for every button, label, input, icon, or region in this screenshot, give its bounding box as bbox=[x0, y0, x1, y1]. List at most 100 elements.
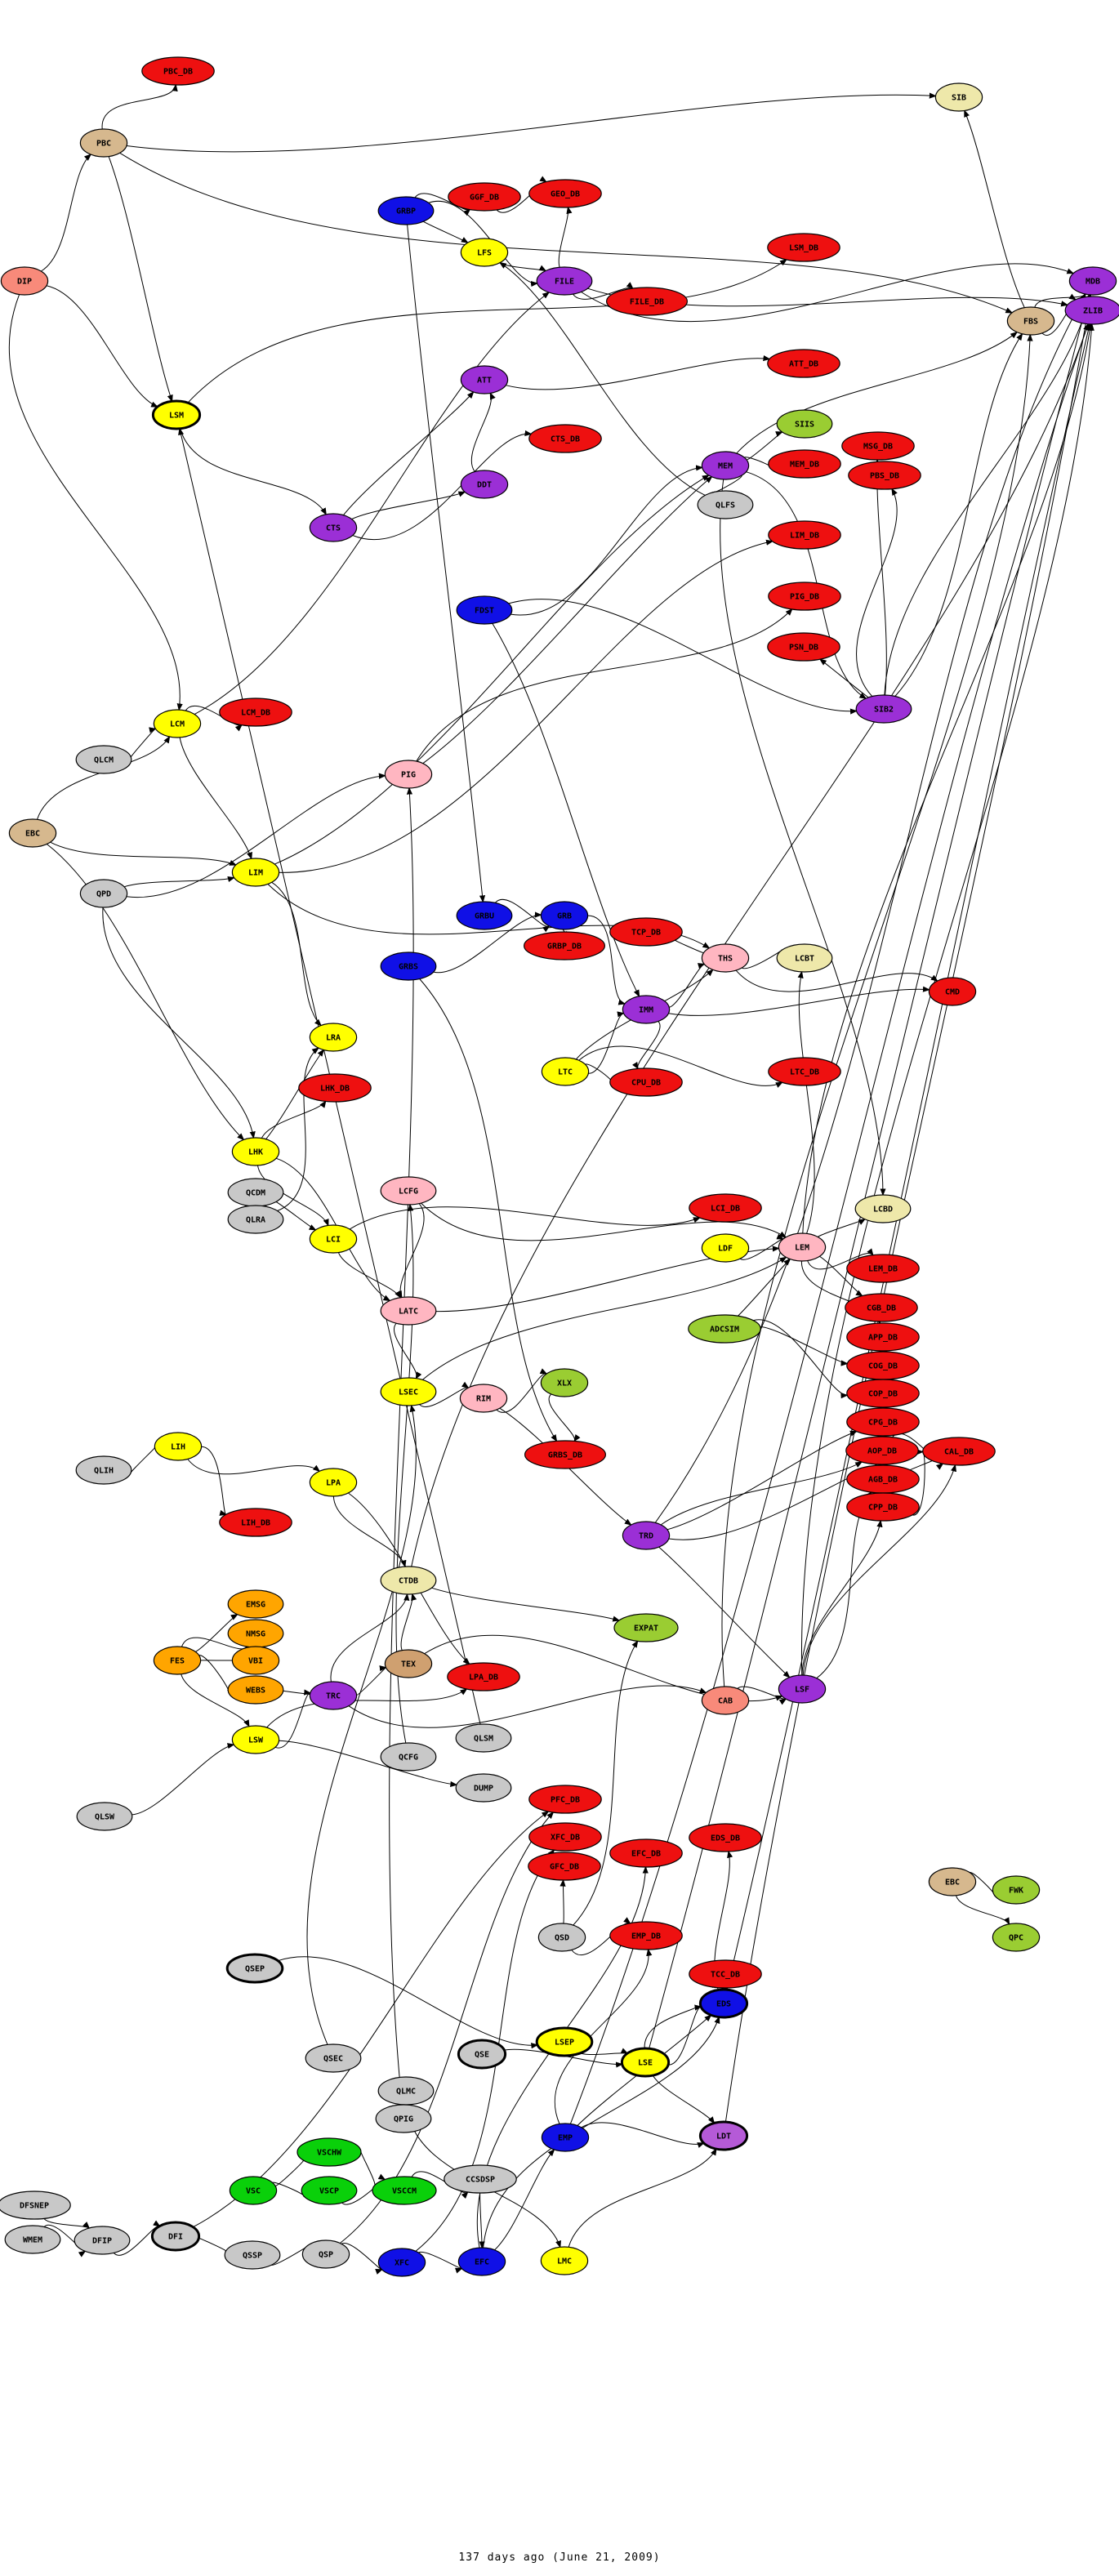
node-ellipse bbox=[309, 1681, 358, 1710]
node-label: TCP_DB bbox=[631, 929, 661, 938]
node-label: PSN_DB bbox=[789, 644, 818, 653]
node-label: CPG_DB bbox=[868, 1419, 898, 1428]
graph-edge-imm-cmd bbox=[668, 986, 930, 1016]
graph-node-lsf: LSF bbox=[778, 1674, 827, 1704]
graph-edge-fes-emsg bbox=[195, 1614, 239, 1652]
node-ellipse bbox=[309, 1468, 358, 1497]
node-label: TRC bbox=[326, 1692, 341, 1701]
graph-node-lem_db: LEM_DB bbox=[846, 1254, 920, 1283]
node-label: QLRA bbox=[246, 1216, 265, 1225]
graph-edge-adcsim-lem bbox=[738, 1258, 791, 1317]
node-ellipse bbox=[701, 1686, 750, 1715]
graph-node-ldt: LDT bbox=[698, 2120, 749, 2151]
graph-node-lim_db: LIM_DB bbox=[768, 520, 841, 550]
node-label: LHK bbox=[248, 1148, 263, 1157]
node-ellipse bbox=[620, 2047, 671, 2078]
node-label: PBC bbox=[96, 140, 111, 149]
node-label: LCBD bbox=[873, 1206, 893, 1214]
node-label: EDS bbox=[716, 2000, 731, 2009]
node-ellipse bbox=[153, 709, 202, 738]
node-ellipse bbox=[778, 1674, 827, 1704]
node-label: APP_DB bbox=[868, 1334, 898, 1343]
node-ellipse bbox=[219, 697, 292, 727]
node-ellipse bbox=[846, 1407, 920, 1437]
graph-edge-lsec-rim bbox=[419, 1381, 470, 1407]
graph-node-cts: CTS bbox=[309, 513, 358, 542]
graph-edge-lsec-lem bbox=[421, 1256, 787, 1380]
graph-edge-fdst-imm bbox=[492, 623, 640, 997]
node-label: GRBP_DB bbox=[547, 943, 582, 952]
graph-edge-pig-mem bbox=[422, 475, 713, 764]
graph-edge-dip-lcm bbox=[8, 294, 183, 711]
node-label: QSD bbox=[555, 1934, 569, 1943]
graph-node-lci_db: LCI_DB bbox=[689, 1193, 762, 1223]
graph-edge-trd-lsf bbox=[658, 1546, 791, 1678]
graph-edge-qcdm-lci bbox=[275, 1201, 317, 1231]
node-label: LCFG bbox=[399, 1188, 418, 1197]
node-label: ATT_DB bbox=[789, 360, 818, 369]
graph-node-cmd: CMD bbox=[928, 977, 977, 1006]
graph-edge-ths-cmd bbox=[735, 969, 938, 992]
node-label: SIIS bbox=[795, 421, 814, 430]
node-label: DIP bbox=[17, 278, 32, 287]
graph-node-lim: LIM bbox=[231, 858, 280, 887]
node-ellipse bbox=[444, 2164, 517, 2194]
graph-edge-trc-tex bbox=[356, 1665, 387, 1696]
graph-node-sib2: SIB2 bbox=[855, 694, 912, 724]
node-label: LTC_DB bbox=[790, 1068, 819, 1077]
node-label: LIH bbox=[171, 1443, 185, 1452]
graph-node-qpc: QPC bbox=[992, 1923, 1041, 1952]
node-ellipse bbox=[528, 424, 602, 453]
graph-node-expat: EXPAT bbox=[613, 1613, 679, 1642]
node-label: QSP bbox=[319, 2251, 333, 2260]
graph-node-cop_db: COP_DB bbox=[846, 1379, 920, 1408]
graph-node-lhk_db: LHK_DB bbox=[298, 1073, 372, 1103]
node-ellipse bbox=[767, 233, 840, 262]
node-label: EDS_DB bbox=[711, 1834, 740, 1843]
graph-node-ctdb: CTDB bbox=[380, 1566, 437, 1595]
graph-edges bbox=[8, 83, 1094, 2275]
node-label: GRBP bbox=[396, 207, 416, 216]
node-ellipse bbox=[776, 943, 833, 973]
graph-node-grbu: GRBU bbox=[456, 901, 513, 930]
node-ellipse bbox=[456, 595, 513, 625]
graph-node-lpa: LPA bbox=[309, 1468, 358, 1497]
node-label: DUMP bbox=[474, 1785, 493, 1794]
node-ellipse bbox=[457, 2247, 506, 2276]
node-ellipse bbox=[540, 1368, 589, 1397]
graph-edge-dfi-pfc_db bbox=[193, 1811, 550, 2228]
graph-node-lcm: LCM bbox=[153, 709, 202, 738]
node-ellipse bbox=[697, 490, 754, 519]
graph-node-pfc_db: PFC_DB bbox=[528, 1785, 602, 1814]
node-label: CMD bbox=[945, 988, 960, 997]
node-label: CGB_DB bbox=[867, 1304, 896, 1313]
graph-edge-qlfs-lfs bbox=[498, 261, 706, 496]
graph-edge-qsec-lsec bbox=[306, 1404, 417, 2045]
graph-node-grbp_db: GRBP_DB bbox=[523, 931, 605, 960]
node-ellipse bbox=[229, 2176, 278, 2205]
graph-edge-webs-trc bbox=[283, 1690, 317, 1698]
graph-edge-emp-zlib bbox=[569, 323, 1090, 2124]
graph-edge-lih-lih_db bbox=[201, 1446, 228, 1516]
node-ellipse bbox=[0, 2190, 71, 2220]
node-ellipse bbox=[456, 901, 513, 930]
node-label: EBC bbox=[25, 830, 40, 839]
graph-edge-trc-ctdb bbox=[330, 1593, 410, 1682]
graph-node-mdb: MDB bbox=[1068, 266, 1117, 296]
graph-edge-vsc-vschw bbox=[274, 2155, 310, 2186]
node-label: VBI bbox=[248, 1657, 263, 1666]
node-label: PIG_DB bbox=[790, 593, 819, 602]
graph-edge-lsm-lsm_db bbox=[187, 259, 787, 403]
node-ellipse bbox=[541, 2123, 590, 2152]
graph-node-dfip: DFIP bbox=[74, 2226, 131, 2255]
graph-edge-mem-sib2 bbox=[746, 471, 867, 699]
node-ellipse bbox=[309, 1023, 358, 1052]
node-ellipse bbox=[609, 917, 683, 947]
node-ellipse bbox=[528, 1785, 602, 1814]
node-label: QPC bbox=[1009, 1934, 1023, 1943]
node-label: GRBU bbox=[475, 912, 494, 921]
node-label: CPP_DB bbox=[868, 1504, 898, 1513]
node-label: PFC_DB bbox=[551, 1796, 580, 1805]
node-ellipse bbox=[609, 1067, 683, 1097]
node-ellipse bbox=[380, 1296, 437, 1326]
